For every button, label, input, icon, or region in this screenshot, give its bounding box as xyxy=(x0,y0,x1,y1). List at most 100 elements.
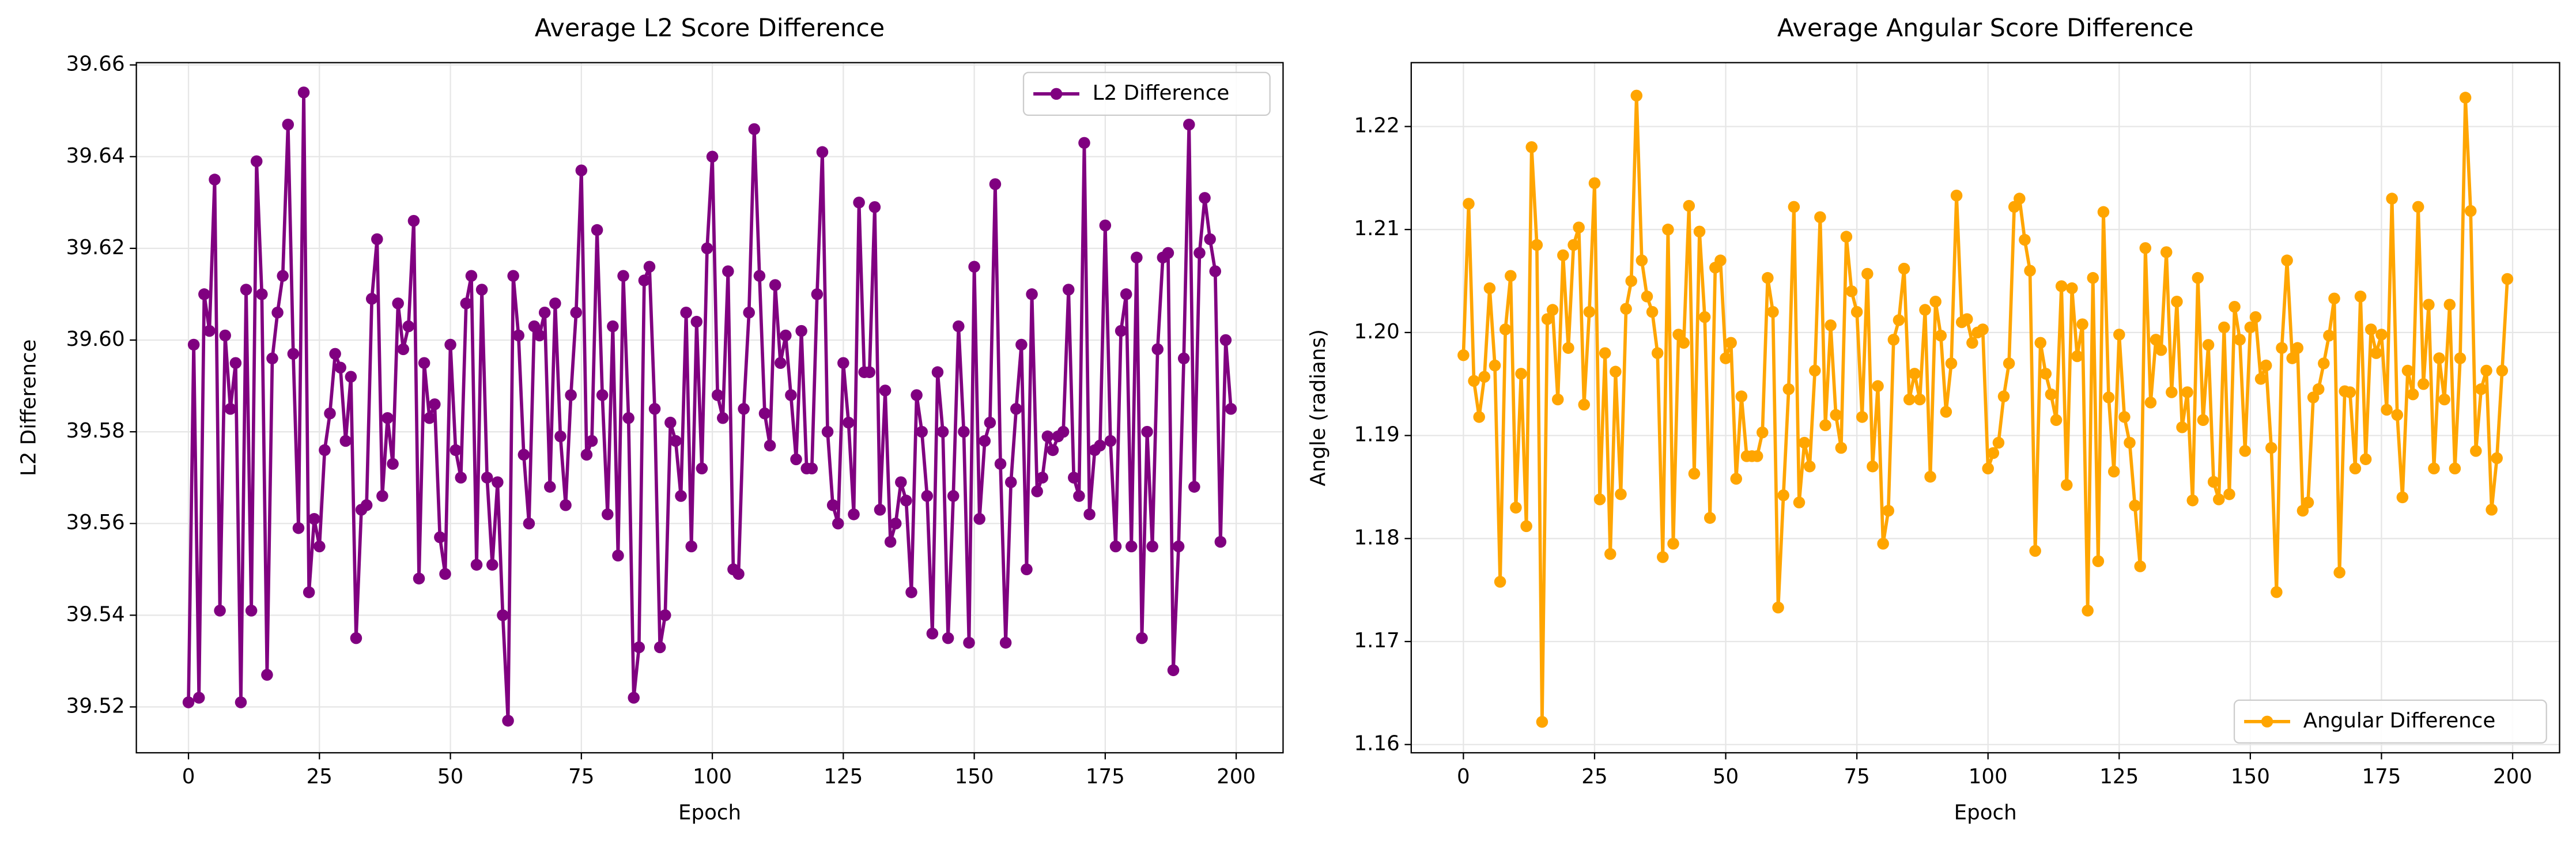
data-point xyxy=(518,448,530,461)
x-tick-label: 75 xyxy=(568,765,594,789)
data-point xyxy=(235,696,247,708)
data-point xyxy=(486,559,498,571)
data-point xyxy=(1546,304,1559,316)
y-tick-label: 39.54 xyxy=(66,602,125,626)
data-point xyxy=(1924,470,1936,483)
data-point xyxy=(455,471,467,484)
data-point xyxy=(2134,560,2146,572)
data-point xyxy=(2254,373,2267,385)
data-point xyxy=(1887,334,1900,346)
data-point xyxy=(2349,462,2362,475)
x-tick-label: 175 xyxy=(2362,765,2401,789)
data-point xyxy=(984,416,996,429)
data-point xyxy=(607,320,619,333)
x-tick-label: 25 xyxy=(307,765,333,789)
data-point xyxy=(245,605,258,617)
data-point xyxy=(1541,313,1554,325)
data-point xyxy=(648,403,661,415)
data-point xyxy=(2491,452,2503,465)
data-point xyxy=(2443,299,2456,311)
data-point xyxy=(1882,504,1895,517)
data-point xyxy=(1845,285,1858,297)
data-point xyxy=(329,348,341,360)
data-point xyxy=(2024,265,2036,277)
data-point xyxy=(863,366,876,378)
data-point xyxy=(2260,359,2272,372)
data-point xyxy=(319,444,331,457)
data-point xyxy=(774,357,787,369)
data-point xyxy=(2454,352,2467,364)
data-point xyxy=(596,389,609,401)
data-point xyxy=(654,641,666,654)
x-tick-label: 50 xyxy=(1713,765,1739,789)
data-point xyxy=(2423,299,2435,311)
data-point xyxy=(303,586,315,598)
data-point xyxy=(2212,493,2225,506)
legend-box xyxy=(1022,71,1271,116)
axes-frame xyxy=(1410,62,2560,754)
data-point xyxy=(2391,409,2404,421)
data-point xyxy=(1047,444,1059,457)
subplot: Average L2 Score Difference 0 25 50 75 100 125… xyxy=(17,14,1284,824)
data-point xyxy=(612,549,624,562)
data-point xyxy=(182,696,195,708)
data-point xyxy=(785,389,797,401)
data-point xyxy=(848,508,860,520)
data-point xyxy=(2087,271,2099,284)
data-point xyxy=(1893,314,1905,326)
data-point xyxy=(1520,520,1532,533)
data-point xyxy=(1489,359,1501,372)
data-point xyxy=(1583,305,1596,318)
data-point xyxy=(853,197,865,209)
data-point xyxy=(2050,414,2063,427)
data-point xyxy=(345,371,357,383)
data-point xyxy=(2249,311,2262,323)
data-point xyxy=(1735,390,1748,402)
data-point xyxy=(240,284,252,296)
data-point xyxy=(2176,421,2188,433)
data-point xyxy=(1704,512,1716,524)
data-point xyxy=(1872,380,1884,393)
data-point xyxy=(790,453,802,466)
data-point xyxy=(2102,391,2115,403)
data-point xyxy=(1757,426,1769,439)
data-point xyxy=(685,540,697,553)
data-point xyxy=(921,490,934,502)
data-point xyxy=(1793,496,1806,509)
data-point xyxy=(2470,445,2482,457)
data-point xyxy=(575,164,588,176)
data-point xyxy=(1010,403,1022,415)
data-point xyxy=(271,307,284,319)
data-point xyxy=(1099,219,1112,232)
data-point xyxy=(2192,271,2204,284)
data-point xyxy=(1945,357,1958,369)
data-point xyxy=(748,123,761,135)
data-point xyxy=(1015,338,1028,351)
legend-marker xyxy=(1050,88,1063,100)
data-point xyxy=(1031,485,1043,497)
data-point xyxy=(1062,284,1075,296)
data-point xyxy=(628,692,640,704)
data-point xyxy=(560,499,572,511)
x-tick-label: 100 xyxy=(1969,765,2008,789)
x-tick-label: 125 xyxy=(2099,765,2139,789)
y-tick-label: 1.16 xyxy=(1354,732,1400,756)
data-point xyxy=(2171,296,2183,308)
data-point xyxy=(565,389,577,401)
data-point xyxy=(753,270,766,282)
data-point xyxy=(1861,267,1874,280)
data-point xyxy=(884,535,897,548)
data-point xyxy=(1935,329,1947,342)
data-point xyxy=(711,389,724,401)
data-point xyxy=(1919,304,1931,316)
data-point xyxy=(905,586,917,598)
data-point xyxy=(2003,357,2015,369)
data-point xyxy=(439,568,451,580)
data-point xyxy=(2139,242,2152,254)
legend-marker xyxy=(2261,715,2273,728)
data-point xyxy=(2438,393,2450,406)
data-point xyxy=(622,412,634,424)
data-point xyxy=(397,343,410,356)
data-point xyxy=(1021,563,1033,576)
data-point xyxy=(1473,411,1485,423)
